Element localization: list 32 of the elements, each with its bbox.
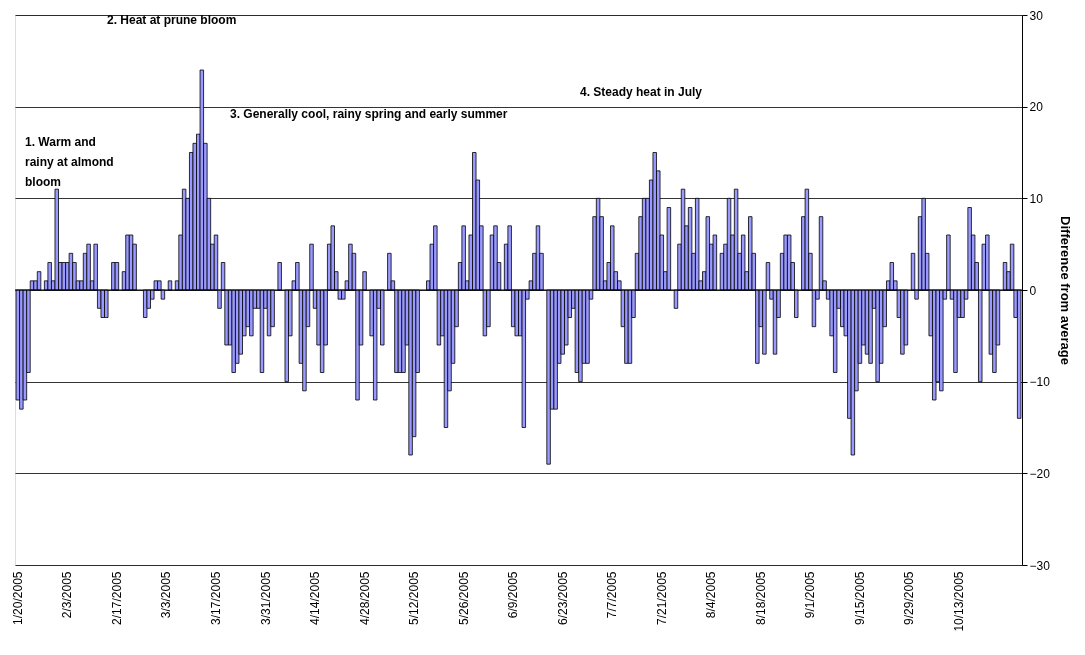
x-tick-label: 2/17/2005 <box>109 571 124 625</box>
annotation: 1. Warm and rainy at almond bloom <box>25 135 114 189</box>
y-tick-label: −20 <box>1029 466 1051 481</box>
x-tick-label: 3/17/2005 <box>208 571 223 625</box>
x-tick-label: 7/21/2005 <box>654 571 669 625</box>
x-tick-label: 2/3/2005 <box>60 571 75 619</box>
x-tick-label: 8/18/2005 <box>753 571 768 625</box>
x-tick-label: 3/3/2005 <box>159 571 174 619</box>
x-tick-label: 4/14/2005 <box>308 571 323 625</box>
x-tick-label: 5/12/2005 <box>407 571 422 625</box>
y-tick-label: 10 <box>1029 191 1044 206</box>
x-tick-label: 7/7/2005 <box>605 571 620 619</box>
x-tick-label: 8/4/2005 <box>704 571 719 619</box>
x-tick-label: 10/13/2005 <box>952 571 967 632</box>
y-tick-label: −10 <box>1029 375 1051 390</box>
x-tick-label: 3/31/2005 <box>258 571 273 625</box>
annotation: 3. Generally cool, rainy spring and early summer <box>230 107 508 121</box>
y-tick-label: −30 <box>1029 558 1051 573</box>
x-tick-label: 5/26/2005 <box>456 571 471 625</box>
x-tick-label: 6/23/2005 <box>555 571 570 625</box>
x-tick-label: 1/20/2005 <box>10 571 25 625</box>
x-tick-label: 9/29/2005 <box>902 571 917 625</box>
x-tick-label: 9/1/2005 <box>803 571 818 619</box>
y-tick-label: 0 <box>1029 283 1037 298</box>
y-tick-label: 30 <box>1029 8 1044 23</box>
annotation: 2. Heat at prune bloom <box>107 13 237 27</box>
x-tick-label: 6/9/2005 <box>506 571 521 619</box>
x-tick-label: 4/28/2005 <box>357 571 372 625</box>
x-tick-label: 9/15/2005 <box>852 571 867 625</box>
y-axis-title: Difference from average <box>1057 216 1073 365</box>
annotation: 4. Steady heat in July <box>580 85 703 99</box>
y-tick-label: 20 <box>1029 100 1044 115</box>
